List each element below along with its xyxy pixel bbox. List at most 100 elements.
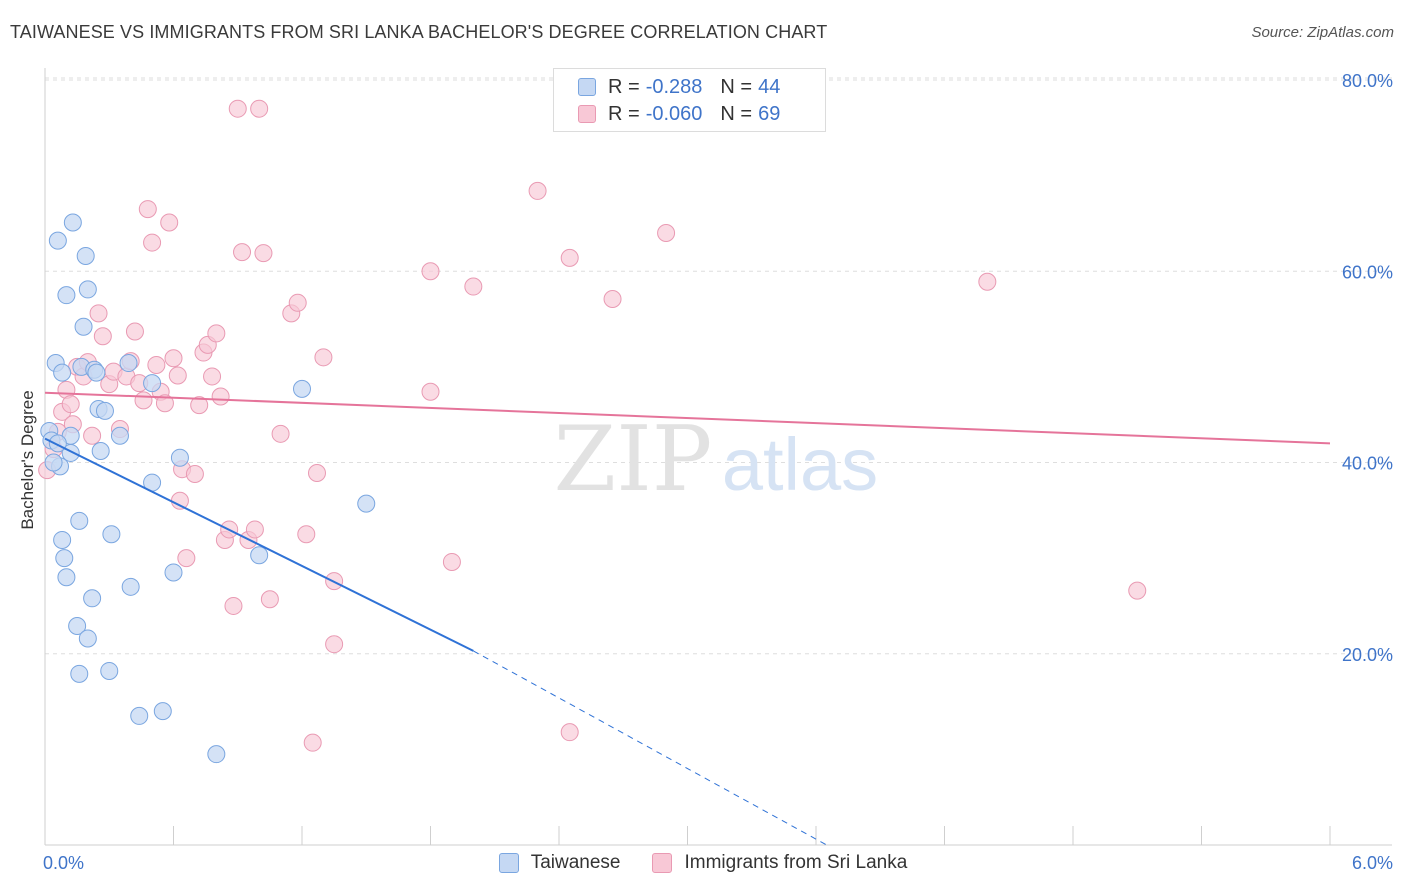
point-taiwanese bbox=[130, 706, 149, 725]
point-taiwanese bbox=[153, 702, 172, 721]
point-sri-lanka bbox=[314, 348, 333, 367]
point-taiwanese bbox=[55, 549, 74, 568]
point-sri-lanka bbox=[233, 243, 252, 262]
series-legend-taiwanese[interactable]: Taiwanese bbox=[498, 852, 620, 874]
point-sri-lanka bbox=[254, 244, 273, 263]
point-sri-lanka bbox=[560, 723, 579, 742]
legend-swatch-sri-lanka bbox=[578, 105, 596, 123]
series-legend-label: Immigrants from Sri Lanka bbox=[684, 852, 908, 873]
series-sri-lanka-points bbox=[38, 99, 1147, 752]
point-taiwanese bbox=[102, 525, 121, 544]
point-sri-lanka bbox=[207, 324, 226, 343]
y-tick-label: 60.0% bbox=[1342, 262, 1393, 282]
point-taiwanese bbox=[91, 442, 110, 461]
point-sri-lanka bbox=[155, 394, 174, 413]
legend-r-value: -0.060 bbox=[645, 102, 703, 125]
point-taiwanese bbox=[121, 577, 140, 596]
point-sri-lanka bbox=[603, 289, 622, 308]
point-taiwanese bbox=[207, 745, 226, 764]
y-axis-label: Bachelor's Degree bbox=[18, 390, 37, 529]
legend-n-value: 44 bbox=[758, 75, 781, 98]
point-sri-lanka bbox=[288, 293, 307, 312]
watermark-atlas: atlas bbox=[722, 423, 878, 506]
point-taiwanese bbox=[57, 568, 76, 587]
point-sri-lanka bbox=[1128, 581, 1147, 600]
point-sri-lanka bbox=[464, 277, 483, 296]
trend-line-taiwanese-extension bbox=[473, 650, 827, 846]
point-sri-lanka bbox=[177, 549, 196, 568]
x-tick-label: 0.0% bbox=[43, 853, 84, 873]
point-sri-lanka bbox=[211, 387, 230, 406]
point-sri-lanka bbox=[303, 733, 322, 752]
point-sri-lanka bbox=[421, 262, 440, 281]
grid-lines bbox=[45, 77, 1392, 655]
legend-row-taiwanese: R = -0.288 N = 44 bbox=[578, 74, 780, 100]
point-taiwanese bbox=[293, 379, 311, 398]
point-taiwanese bbox=[48, 231, 67, 250]
legend-r-value: -0.288 bbox=[645, 75, 703, 98]
point-sri-lanka bbox=[271, 424, 290, 443]
point-taiwanese bbox=[70, 511, 89, 530]
point-taiwanese bbox=[48, 434, 67, 453]
point-taiwanese bbox=[68, 617, 87, 636]
point-sri-lanka bbox=[228, 99, 247, 118]
point-sri-lanka bbox=[528, 181, 547, 200]
point-taiwanese bbox=[250, 546, 269, 565]
source-label: Source: ZipAtlas.com bbox=[1251, 24, 1394, 41]
trend-line-sri-lanka bbox=[44, 391, 1331, 445]
point-taiwanese bbox=[143, 374, 162, 393]
point-taiwanese bbox=[53, 530, 72, 549]
point-taiwanese bbox=[76, 246, 95, 265]
point-taiwanese bbox=[164, 563, 183, 582]
point-sri-lanka bbox=[260, 590, 279, 609]
point-sri-lanka bbox=[442, 552, 461, 571]
point-taiwanese bbox=[110, 426, 129, 445]
point-sri-lanka bbox=[560, 248, 579, 267]
point-taiwanese bbox=[95, 401, 114, 420]
point-taiwanese bbox=[170, 448, 189, 467]
point-taiwanese bbox=[53, 363, 72, 382]
point-taiwanese bbox=[78, 629, 97, 648]
point-sri-lanka bbox=[143, 233, 162, 252]
legend-n-label: N = bbox=[720, 102, 753, 125]
point-sri-lanka bbox=[297, 525, 316, 544]
point-taiwanese bbox=[78, 280, 97, 299]
point-sri-lanka bbox=[307, 464, 326, 483]
point-sri-lanka bbox=[134, 391, 153, 410]
series-legend-sri-lanka[interactable]: Immigrants from Sri Lanka bbox=[652, 852, 907, 874]
correlation-legend: R = -0.288 N = 44 R = -0.060 N = 69 bbox=[553, 68, 826, 132]
point-sri-lanka bbox=[61, 395, 80, 414]
point-sri-lanka bbox=[224, 596, 243, 615]
point-sri-lanka bbox=[185, 464, 204, 483]
point-taiwanese bbox=[87, 363, 106, 382]
point-taiwanese bbox=[63, 213, 82, 232]
point-sri-lanka bbox=[164, 349, 183, 368]
point-sri-lanka bbox=[89, 304, 108, 323]
trend-line-taiwanese bbox=[44, 437, 474, 652]
point-sri-lanka bbox=[978, 272, 997, 291]
watermark-zip: ZIP bbox=[554, 407, 713, 512]
point-taiwanese bbox=[100, 661, 119, 680]
legend-swatch-taiwanese bbox=[578, 78, 596, 96]
axis-labels: 20.0% 40.0% 60.0% 80.0% 0.0% 6.0% Bachelor's D… bbox=[18, 71, 1393, 873]
point-sri-lanka bbox=[147, 355, 166, 374]
x-tick-label: 6.0% bbox=[1352, 853, 1393, 873]
y-tick-label: 80.0% bbox=[1342, 71, 1393, 91]
point-sri-lanka bbox=[245, 520, 264, 539]
point-sri-lanka bbox=[657, 224, 676, 242]
legend-r-label: R = bbox=[608, 102, 640, 125]
point-sri-lanka bbox=[160, 213, 179, 232]
point-taiwanese bbox=[74, 317, 93, 336]
series-legend: Taiwanese Immigrants from Sri Lanka bbox=[0, 852, 1406, 874]
legend-row-sri-lanka: R = -0.060 N = 69 bbox=[578, 101, 780, 127]
point-sri-lanka bbox=[421, 382, 440, 401]
chart-title: TAIWANESE VS IMMIGRANTS FROM SRI LANKA B… bbox=[10, 22, 828, 42]
point-sri-lanka bbox=[250, 99, 269, 118]
y-tick-label: 40.0% bbox=[1342, 454, 1393, 474]
series-taiwanese-points bbox=[40, 213, 376, 764]
point-sri-lanka bbox=[190, 396, 209, 415]
point-taiwanese bbox=[357, 494, 376, 513]
point-taiwanese bbox=[70, 664, 89, 683]
point-taiwanese bbox=[44, 453, 63, 472]
